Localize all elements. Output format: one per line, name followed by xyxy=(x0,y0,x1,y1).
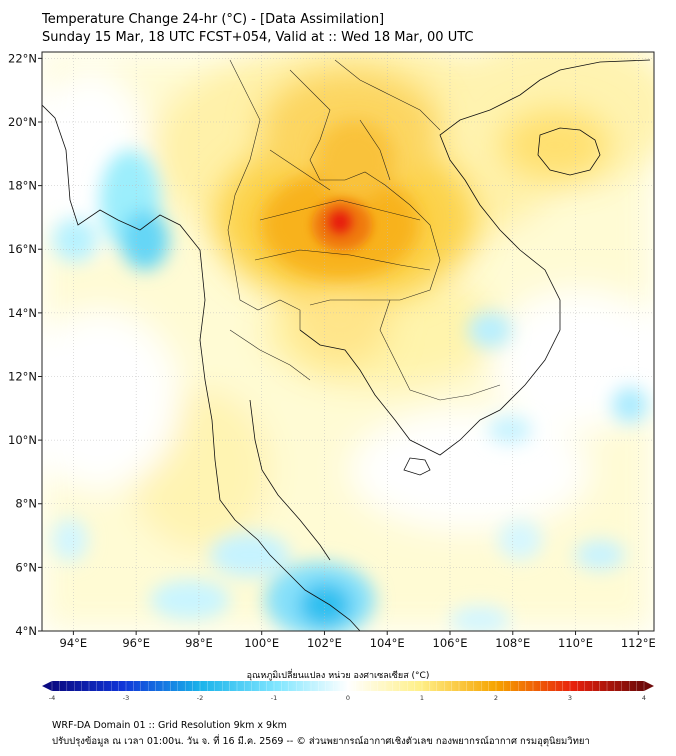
credit-line: ปรับปรุงข้อมูล ณ เวลา 01:00น. วัน จ. ที่… xyxy=(52,736,590,747)
colorbar-tick-label: 3 xyxy=(568,694,572,702)
temperature-field xyxy=(42,52,654,631)
colorbar-tick-label: -2 xyxy=(197,694,203,702)
model-info: WRF-DA Domain 01 :: Grid Resolution 9km … xyxy=(52,720,287,731)
lon-tick-label: 102°E xyxy=(307,636,342,650)
lat-tick-label: 6°N xyxy=(15,560,37,574)
lat-tick-label: 14°N xyxy=(8,306,37,320)
colorbar: -4 -3 -2 -1 0 1 2 3 4 xyxy=(42,681,654,702)
colorbar-max-extend xyxy=(644,681,654,691)
plot-frame xyxy=(41,51,655,632)
colorbar-min-extend xyxy=(42,681,52,691)
colorbar-tick-label: -4 xyxy=(49,694,55,702)
lat-tick-label: 10°N xyxy=(8,433,37,447)
lat-tick-label: 12°N xyxy=(8,369,37,383)
lat-tick-label: 22°N xyxy=(8,51,37,65)
country-boundaries xyxy=(227,59,501,401)
lat-tick-label: 18°N xyxy=(8,179,37,193)
coastlines xyxy=(42,59,651,631)
lat-tick-label: 20°N xyxy=(8,115,37,129)
lon-tick-label: 110°E xyxy=(558,636,593,650)
lon-tick-label: 112°E xyxy=(621,636,656,650)
lat-tick-label: 16°N xyxy=(8,242,37,256)
colorbar-tick-label: 4 xyxy=(642,694,646,702)
lon-tick-label: 94°E xyxy=(60,636,88,650)
lon-tick-label: 98°E xyxy=(185,636,213,650)
colorbar-tick-label: 2 xyxy=(494,694,498,702)
longitude-axis: 94°E 96°E 98°E 100°E 102°E 104°E 106°E 108°E 110… xyxy=(60,631,656,650)
lat-tick-label: 4°N xyxy=(15,624,37,638)
colorbar-label: อุณหภูมิเปลี่ยนแปลง หน่วย องศาเซลเซียส (… xyxy=(246,671,430,681)
lon-tick-label: 106°E xyxy=(433,636,468,650)
lon-tick-label: 108°E xyxy=(495,636,530,650)
colorbar-tick-label: -3 xyxy=(123,694,129,702)
forecast-valid-time: Sunday 15 Mar, 18 UTC FCST+054, Valid at… xyxy=(42,30,474,45)
colorbar-tick-label: 0 xyxy=(346,694,350,702)
latitude-axis: 22°N 20°N 18°N 16°N 14°N 12°N 10°N 8°N 6°N 4°N xyxy=(8,51,42,638)
colorbar-tick-label: -1 xyxy=(271,694,277,702)
lon-tick-label: 96°E xyxy=(122,636,150,650)
map-title: Temperature Change 24-hr (°C) - [Data As… xyxy=(42,12,385,27)
colorbar-tick-label: 1 xyxy=(420,694,424,702)
lon-tick-label: 104°E xyxy=(370,636,405,650)
lat-lon-grid xyxy=(42,52,654,631)
lon-tick-label: 100°E xyxy=(244,636,279,650)
lat-tick-label: 8°N xyxy=(15,497,37,511)
